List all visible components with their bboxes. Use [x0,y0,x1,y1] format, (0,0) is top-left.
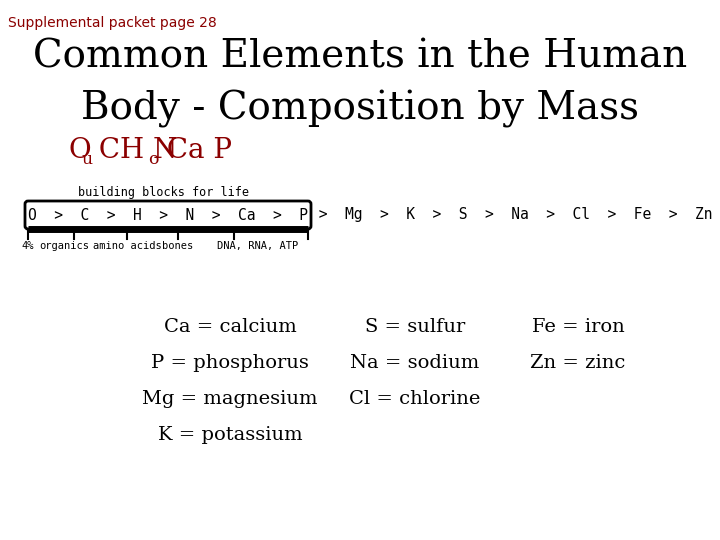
Text: Zn = zinc: Zn = zinc [531,354,626,372]
Text: O  >  C  >  H  >  N  >  Ca  >  P: O > C > H > N > Ca > P [28,207,308,222]
Text: CH N: CH N [90,137,177,164]
Text: >  Mg  >  K  >  S  >  Na  >  Cl  >  Fe  >  Zn: > Mg > K > S > Na > Cl > Fe > Zn [310,207,713,222]
Text: u: u [82,151,93,168]
Text: o: o [148,151,158,168]
Text: Body - Composition by Mass: Body - Composition by Mass [81,90,639,128]
Text: Ca P: Ca P [158,137,232,164]
Text: Supplemental packet page 28: Supplemental packet page 28 [8,16,217,30]
Text: organics: organics [40,241,89,251]
Text: amino acids: amino acids [93,241,162,251]
Text: K = potassium: K = potassium [158,426,302,444]
Text: bones: bones [162,241,194,251]
Text: Fe = iron: Fe = iron [531,318,624,336]
Text: Cl = chlorine: Cl = chlorine [349,390,481,408]
Text: O: O [68,137,91,164]
Text: S = sulfur: S = sulfur [365,318,465,336]
Text: Ca = calcium: Ca = calcium [163,318,297,336]
Text: 4%: 4% [22,241,35,251]
Text: building blocks for life: building blocks for life [78,186,249,199]
Text: DNA, RNA, ATP: DNA, RNA, ATP [217,241,298,251]
FancyBboxPatch shape [25,201,311,229]
Text: Common Elements in the Human: Common Elements in the Human [33,38,687,75]
Text: P = phosphorus: P = phosphorus [151,354,309,372]
Text: Na = sodium: Na = sodium [351,354,480,372]
Text: Mg = magnesium: Mg = magnesium [143,390,318,408]
